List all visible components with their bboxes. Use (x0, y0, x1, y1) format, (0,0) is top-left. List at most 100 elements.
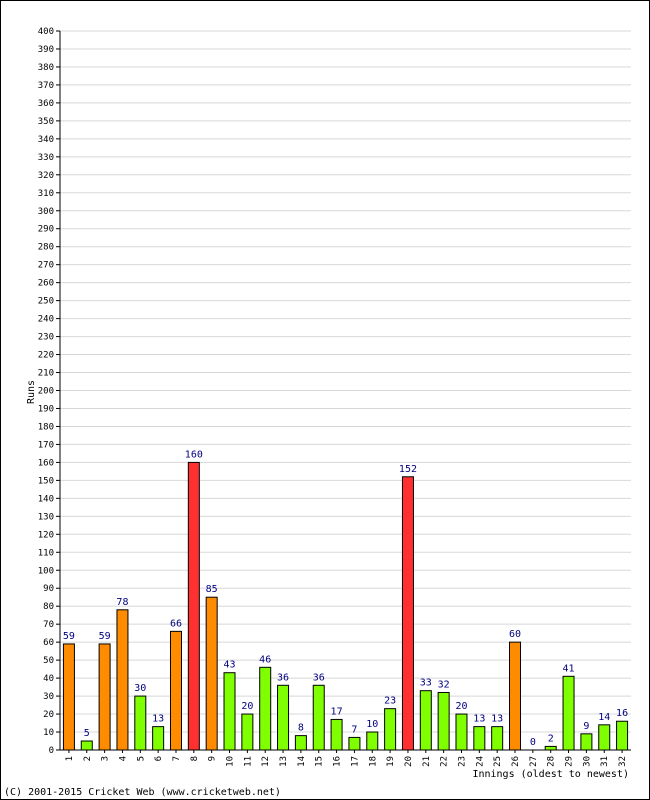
bar-innings-16 (330, 718, 343, 751)
bar-innings-29 (562, 675, 575, 751)
x-tick-label: 7 (172, 756, 182, 761)
x-tick-label: 3 (101, 756, 111, 761)
y-tick-label: 80 (43, 602, 54, 612)
x-tick-label: 17 (350, 756, 360, 767)
y-tick-label: 200 (38, 387, 54, 397)
bar-innings-11 (241, 713, 254, 751)
x-tick-label: 23 (457, 756, 467, 767)
y-tick-label: 280 (38, 243, 54, 253)
bar-innings-1 (62, 643, 75, 751)
y-tick-label: 250 (38, 297, 54, 307)
y-tick-label: 30 (43, 692, 54, 702)
data-label: 66 (170, 618, 182, 629)
bar-innings-25 (491, 726, 504, 751)
y-tick-label: 370 (38, 81, 54, 91)
bar-innings-3 (98, 643, 111, 751)
x-tick-label: 26 (511, 756, 521, 767)
bar-innings-26 (509, 641, 522, 751)
x-tick-label: 1 (65, 756, 75, 761)
data-label: 0 (530, 737, 536, 748)
y-tick-label: 320 (38, 171, 54, 181)
data-label: 7 (351, 724, 357, 735)
data-label: 2 (548, 733, 554, 744)
bar-innings-31 (598, 724, 611, 751)
bar-innings-6 (152, 726, 165, 751)
bar-innings-4 (116, 609, 129, 751)
bar-innings-7 (169, 630, 182, 751)
y-tick-label: 140 (38, 494, 54, 504)
x-tick-label: 21 (422, 756, 432, 767)
x-tick-label: 19 (386, 756, 396, 767)
x-tick-label: 15 (315, 756, 325, 767)
gridlines (60, 30, 631, 733)
y-tick-label: 220 (38, 351, 54, 361)
bar-innings-12 (259, 666, 272, 751)
data-label: 152 (399, 464, 417, 475)
data-label: 9 (583, 721, 589, 732)
bars (62, 461, 629, 751)
y-tick-label: 360 (38, 99, 54, 109)
data-label: 30 (134, 683, 146, 694)
bar-innings-14 (294, 735, 307, 751)
y-tick-label: 400 (38, 27, 54, 37)
y-tick-label: 310 (38, 189, 54, 199)
data-label: 41 (563, 663, 575, 674)
x-tick-label: 13 (279, 756, 289, 767)
y-tick-label: 340 (38, 135, 54, 145)
data-label: 13 (473, 714, 485, 725)
x-tick-label: 32 (618, 756, 628, 767)
data-label: 60 (509, 629, 521, 640)
x-tick-label: 2 (83, 756, 93, 761)
y-tick-label: 60 (43, 638, 54, 648)
bar-innings-22 (437, 691, 450, 751)
y-tick-label: 160 (38, 458, 54, 468)
data-label: 43 (223, 660, 235, 671)
y-tick-label: 290 (38, 225, 54, 235)
y-tick-label: 240 (38, 315, 54, 325)
data-label: 17 (331, 706, 343, 717)
bar-innings-8 (187, 461, 200, 751)
bar-innings-21 (419, 690, 432, 751)
y-tick-label: 350 (38, 117, 54, 127)
x-tick-label: 10 (226, 756, 236, 767)
y-tick-label: 130 (38, 512, 54, 522)
bar-innings-17 (348, 736, 361, 751)
x-tick-label: 30 (582, 756, 592, 767)
y-tick-label: 50 (43, 656, 54, 666)
x-tick-label: 16 (333, 756, 343, 767)
x-tick-label: 8 (190, 756, 200, 761)
data-label: 33 (420, 678, 432, 689)
bar-innings-5 (134, 695, 147, 751)
y-tick-label: 0 (49, 746, 54, 756)
bar-innings-30 (580, 733, 593, 751)
x-tick-label: 28 (547, 756, 557, 767)
y-tick-label: 300 (38, 207, 54, 217)
y-axis-label: Runs (26, 380, 37, 404)
y-tick-label: 230 (38, 333, 54, 343)
data-label: 14 (598, 712, 610, 723)
data-label: 59 (63, 631, 75, 642)
data-label: 16 (616, 708, 628, 719)
bar-innings-23 (455, 713, 468, 751)
x-tick-label: 25 (493, 756, 503, 767)
data-label: 23 (384, 696, 396, 707)
x-tick-label: 4 (118, 756, 128, 761)
data-label: 160 (185, 449, 203, 460)
bar-innings-13 (277, 684, 290, 751)
bar-innings-28 (544, 745, 557, 751)
y-tick-label: 110 (38, 548, 54, 558)
y-tick-label: 120 (38, 530, 54, 540)
data-label: 36 (277, 672, 289, 683)
data-label: 10 (366, 719, 378, 730)
data-label: 5 (84, 728, 90, 739)
x-tick-label: 9 (208, 756, 218, 761)
y-tick-label: 170 (38, 440, 54, 450)
x-axis-ticks: 1 2 3 4 5 6 7 8 9 10 11 12 13 14 15 16 17 18 19 20 21 22 23 24 2… (65, 750, 628, 767)
y-tick-label: 40 (43, 674, 54, 684)
x-axis-label: Innings (oldest to newest) (472, 769, 629, 780)
y-tick-label: 10 (43, 728, 54, 738)
x-tick-label: 31 (600, 756, 610, 767)
x-tick-label: 11 (243, 756, 253, 767)
